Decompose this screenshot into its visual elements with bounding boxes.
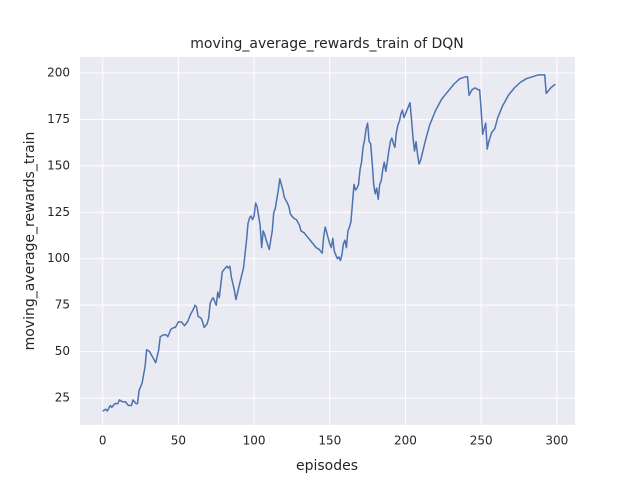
x-tick-label: 50 (171, 434, 186, 448)
y-tick-label: 75 (55, 298, 70, 312)
y-tick-label: 125 (47, 205, 70, 219)
chart-title: moving_average_rewards_train of DQN (190, 36, 464, 52)
x-tick-label: 150 (318, 434, 341, 448)
x-tick-label: 250 (470, 434, 493, 448)
y-tick-label: 200 (47, 65, 70, 79)
x-tick-label: 0 (99, 434, 107, 448)
grid (80, 57, 575, 425)
line-series (102, 74, 556, 412)
y-tick-label: 100 (47, 251, 70, 265)
y-axis-label: moving_average_rewards_train (22, 132, 38, 351)
x-tick-label: 300 (545, 434, 568, 448)
x-tick-label: 100 (243, 434, 266, 448)
plot (102, 74, 556, 412)
x-axis-label: episodes (296, 458, 358, 474)
y-tick-label: 25 (55, 391, 70, 405)
y-tick-label: 50 (55, 344, 70, 358)
x-tick-label: 200 (394, 434, 417, 448)
y-tick-label: 150 (47, 158, 70, 172)
y-tick-label: 175 (47, 112, 70, 126)
plot-area (80, 57, 575, 425)
